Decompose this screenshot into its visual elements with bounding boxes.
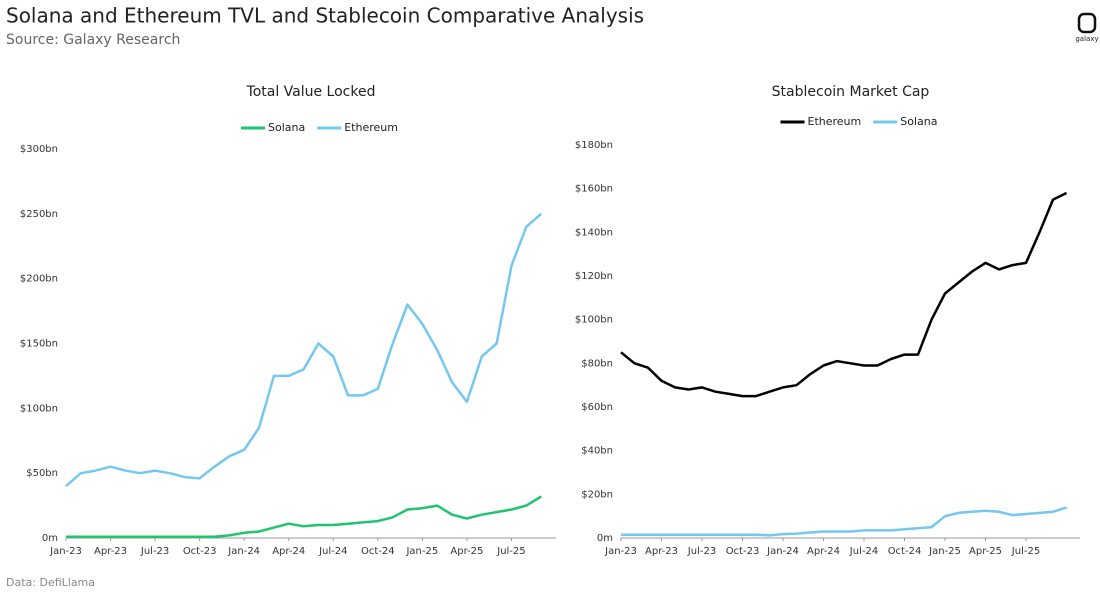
- x-tick-label: Apr-25: [969, 546, 1002, 557]
- source: Source: Galaxy Research: [6, 32, 180, 48]
- legend-label: Ethereum: [808, 115, 862, 128]
- x-tick-label: Oct-23: [726, 546, 760, 557]
- y-tick-label: $100bn: [575, 315, 613, 326]
- x-tick-label: Jul-23: [140, 546, 169, 557]
- chart-title: Total Value Locked: [246, 84, 376, 100]
- x-tick-label: Apr-24: [807, 546, 840, 557]
- x-tick-label: Jan-24: [766, 546, 799, 557]
- legend-label: Solana: [268, 121, 305, 134]
- y-tick-label: $20bn: [581, 489, 613, 500]
- y-tick-label: $200bn: [20, 274, 58, 285]
- page-title: Solana and Ethereum TVL and Stablecoin C…: [6, 4, 644, 28]
- y-tick-label: $300bn: [20, 144, 58, 155]
- legend-label: Solana: [900, 115, 937, 128]
- x-tick-label: Jul-23: [687, 546, 716, 557]
- x-tick-label: Apr-23: [94, 546, 127, 557]
- x-tick-label: Jul-25: [1011, 546, 1040, 557]
- logo-text: galaxy: [1075, 35, 1098, 43]
- y-tick-label: $50bn: [26, 468, 58, 479]
- y-tick-label: $150bn: [20, 339, 58, 350]
- x-tick-label: Apr-23: [645, 546, 678, 557]
- x-tick-label: Oct-24: [361, 546, 395, 557]
- series-line: [66, 495, 542, 538]
- series-line: [620, 191, 1068, 398]
- legend-label: Ethereum: [344, 121, 398, 134]
- y-tick-label: $120bn: [575, 271, 613, 282]
- x-tick-label: Oct-23: [183, 546, 217, 557]
- x-tick-label: Apr-25: [450, 546, 483, 557]
- y-tick-label: $100bn: [20, 403, 58, 414]
- y-tick-label: $160bn: [575, 184, 613, 195]
- y-tick-label: 0m: [597, 533, 613, 544]
- y-tick-label: $180bn: [575, 140, 613, 151]
- series-line: [621, 506, 1067, 537]
- x-tick-label: Jan-25: [405, 546, 438, 557]
- y-tick-label: $80bn: [581, 358, 613, 369]
- logo-icon: [1077, 12, 1097, 34]
- y-tick-label: $60bn: [581, 402, 613, 413]
- footnote: Data: DefiLlama: [6, 576, 95, 589]
- chart-title: Stablecoin Market Cap: [772, 84, 930, 100]
- y-tick-label: 0m: [42, 533, 58, 544]
- series-line: [65, 212, 543, 488]
- x-tick-label: Jan-24: [227, 546, 260, 557]
- x-tick-label: Oct-24: [888, 546, 922, 557]
- x-tick-label: Jan-23: [49, 546, 82, 557]
- x-tick-label: Jul-24: [318, 546, 347, 557]
- x-tick-label: Jan-25: [928, 546, 961, 557]
- x-tick-label: Jul-25: [496, 546, 525, 557]
- y-tick-label: $140bn: [575, 227, 613, 238]
- x-tick-label: Apr-24: [272, 546, 305, 557]
- x-tick-label: Jul-24: [849, 546, 878, 557]
- x-tick-label: Jan-23: [604, 546, 637, 557]
- y-tick-label: $250bn: [20, 209, 58, 220]
- y-tick-label: $40bn: [581, 446, 613, 457]
